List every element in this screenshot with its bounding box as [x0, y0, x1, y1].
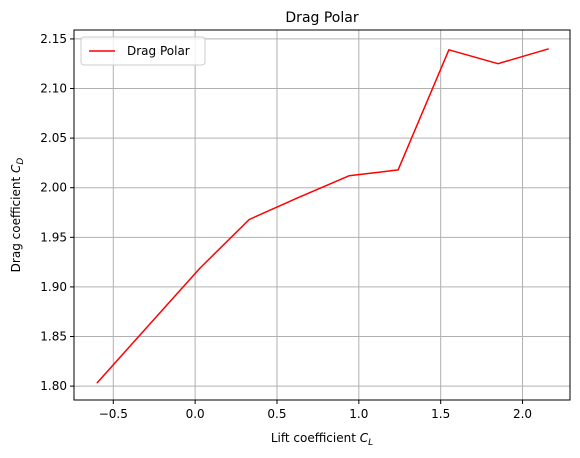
series-line: [96, 48, 549, 384]
axes-frame: [73, 29, 571, 401]
chart-title: Drag Polar: [285, 10, 358, 26]
x-tick-label: 2.0: [513, 407, 532, 421]
x-tick-label: 1.5: [431, 407, 450, 421]
y-tick-label: 1.85: [40, 330, 67, 344]
y-tick-label: 1.95: [40, 230, 67, 244]
grid: [74, 30, 570, 400]
y-tick-label: 2.15: [40, 32, 67, 46]
x-tick-label: 0.0: [186, 407, 205, 421]
legend-label: Drag Polar: [127, 44, 190, 58]
y-tick-label: 2.00: [40, 181, 67, 195]
x-tick-label: −0.5: [99, 407, 128, 421]
y-tick-label: 1.90: [40, 280, 67, 294]
x-axis-label: Lift coefficient CL: [271, 431, 373, 448]
ticks: −0.5 0.0 0.5 1.0 1.5 2.0 1.80 1.85 1.90 1.95 2.00 2…: [40, 32, 532, 421]
legend: Drag Polar: [80, 36, 206, 66]
y-axis-label: Drag coefficient CD: [9, 158, 26, 273]
y-tick-label: 2.10: [40, 82, 67, 96]
y-tick-label: 1.80: [40, 379, 67, 393]
series-layer: [96, 48, 549, 384]
y-tick-label: 2.05: [40, 131, 67, 145]
x-tick-label: 0.5: [267, 407, 286, 421]
x-tick-label: 1.0: [349, 407, 368, 421]
legend-box: [80, 36, 206, 66]
